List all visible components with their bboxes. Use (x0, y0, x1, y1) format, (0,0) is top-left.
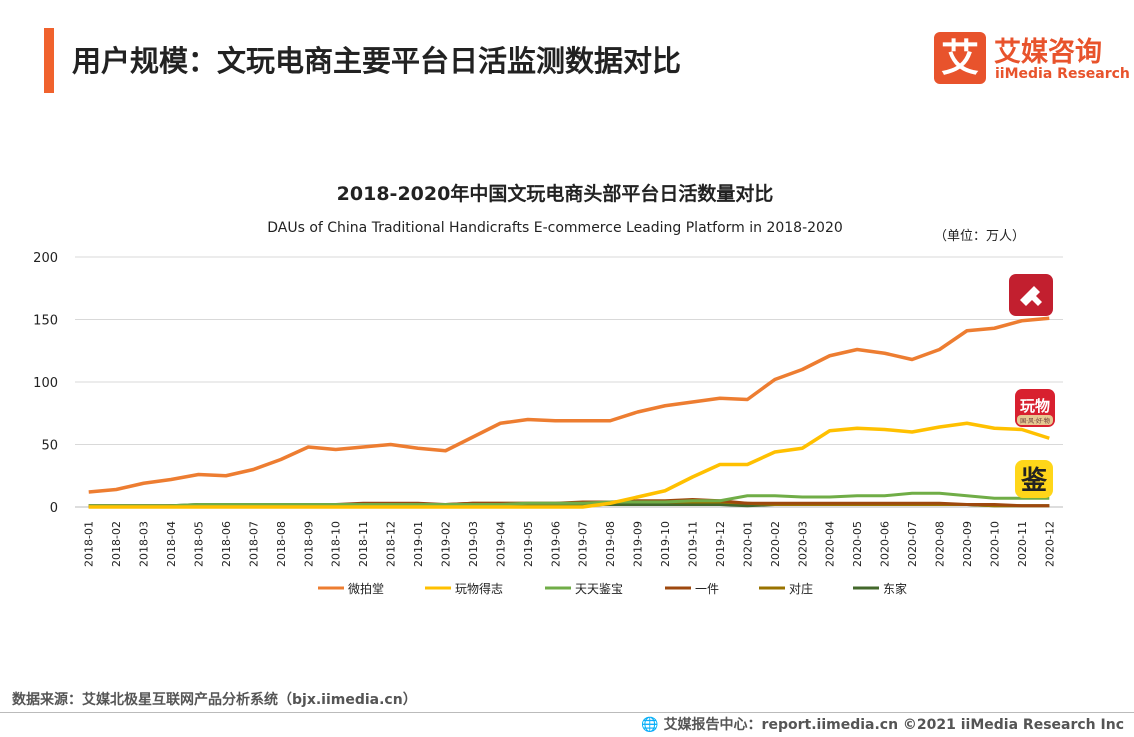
legend-label: 玩物得志 (455, 581, 503, 596)
brand-name: 艾媒咨询 (994, 37, 1102, 68)
data-source: 数据来源：艾媒北极星互联网产品分析系统（bjx.iimedia.cn） (12, 692, 417, 708)
hammer-icon (1020, 286, 1042, 306)
wanwu-icon-label: 玩物 (1020, 397, 1050, 415)
y-tick-label: 100 (33, 376, 58, 391)
legend-label: 一件 (695, 582, 719, 596)
x-tick-label: 2020-11 (1016, 521, 1029, 567)
y-tick-label: 200 (33, 251, 58, 266)
x-tick-label: 2020-07 (906, 521, 919, 567)
wanwu-icon-sub: 国·风·好·物 (1020, 417, 1050, 425)
jianbao-app-icon (1015, 460, 1053, 498)
y-tick-label: 150 (33, 314, 58, 329)
x-tick-label: 2019-08 (604, 521, 617, 567)
x-tick-label: 2020-01 (741, 521, 754, 567)
x-tick-label: 2019-11 (687, 521, 700, 567)
x-tick-label: 2020-05 (851, 521, 864, 567)
y-tick-label: 0 (50, 501, 58, 516)
x-tick-label: 2018-11 (357, 521, 370, 567)
x-tick-label: 2019-04 (494, 521, 507, 567)
x-tick-label: 2019-12 (714, 521, 727, 567)
x-tick-label: 2020-04 (824, 521, 837, 567)
x-tick-label: 2018-03 (138, 521, 151, 567)
x-tick-label: 2020-06 (879, 521, 892, 567)
wanwu-icon-banner (1017, 415, 1053, 425)
x-tick-label: 2018-02 (110, 521, 123, 567)
x-tick-label: 2018-06 (220, 521, 233, 567)
x-tick-label: 2019-10 (659, 521, 672, 567)
brand-name-en: iiMedia Research (995, 66, 1130, 82)
x-tick-label: 2019-07 (577, 521, 590, 567)
x-tick-label: 2020-12 (1043, 521, 1056, 567)
x-tick-label: 2020-03 (796, 521, 809, 567)
page-title: 用户规模：文玩电商主要平台日活监测数据对比 (72, 44, 682, 78)
title-accent-bar (44, 28, 54, 93)
jianbao-icon-label: 鉴 (1020, 466, 1048, 496)
chart-title: 2018-2020年中国文玩电商头部平台日活数量对比 (337, 182, 774, 205)
x-tick-label: 2018-08 (275, 521, 288, 567)
legend-label: 东家 (883, 581, 907, 596)
divider (0, 712, 1134, 713)
footer-credit: 🌐 艾媒报告中心：report.iimedia.cn ©2021 iiMedia… (641, 717, 1124, 733)
x-tick-label: 2020-10 (988, 521, 1001, 567)
x-tick-label: 2018-10 (330, 521, 343, 567)
footer-credit-text: 艾媒报告中心：report.iimedia.cn ©2021 iiMedia R… (663, 717, 1124, 733)
chart-subtitle: DAUs of China Traditional Handicrafts E-… (267, 220, 843, 236)
x-tick-label: 2019-05 (522, 521, 535, 567)
line-chart: 2018-2020年中国文玩电商头部平台日活数量对比 DAUs of China … (33, 182, 1063, 596)
brand-logo: 艾 (934, 32, 986, 84)
x-tick-label: 2020-02 (769, 521, 782, 567)
unit-label: （单位：万人） (934, 229, 1025, 244)
x-tick-label: 2018-07 (247, 521, 260, 567)
legend-label: 微拍堂 (348, 581, 384, 596)
x-tick-label: 2018-04 (165, 521, 178, 567)
x-tick-label: 2018-09 (302, 521, 315, 567)
x-tick-label: 2019-03 (467, 521, 480, 567)
x-tick-label: 2020-08 (934, 521, 947, 567)
x-tick-label: 2019-01 (412, 521, 425, 567)
x-tick-label: 2020-09 (961, 521, 974, 567)
x-tick-label: 2019-02 (440, 521, 453, 567)
legend-label: 对庄 (789, 581, 813, 596)
x-tick-label: 2018-12 (385, 521, 398, 567)
legend-label: 天天鉴宝 (575, 582, 623, 596)
series-line-玩物得志 (88, 421, 1050, 509)
x-tick-label: 2018-05 (193, 521, 206, 567)
x-tick-label: 2019-09 (632, 521, 645, 567)
series-line-天天鉴宝 (88, 491, 1050, 508)
series-line-微拍堂 (88, 316, 1050, 494)
x-tick-label: 2019-06 (549, 521, 562, 567)
x-tick-label: 2018-01 (83, 521, 96, 567)
y-tick-label: 50 (41, 439, 58, 454)
